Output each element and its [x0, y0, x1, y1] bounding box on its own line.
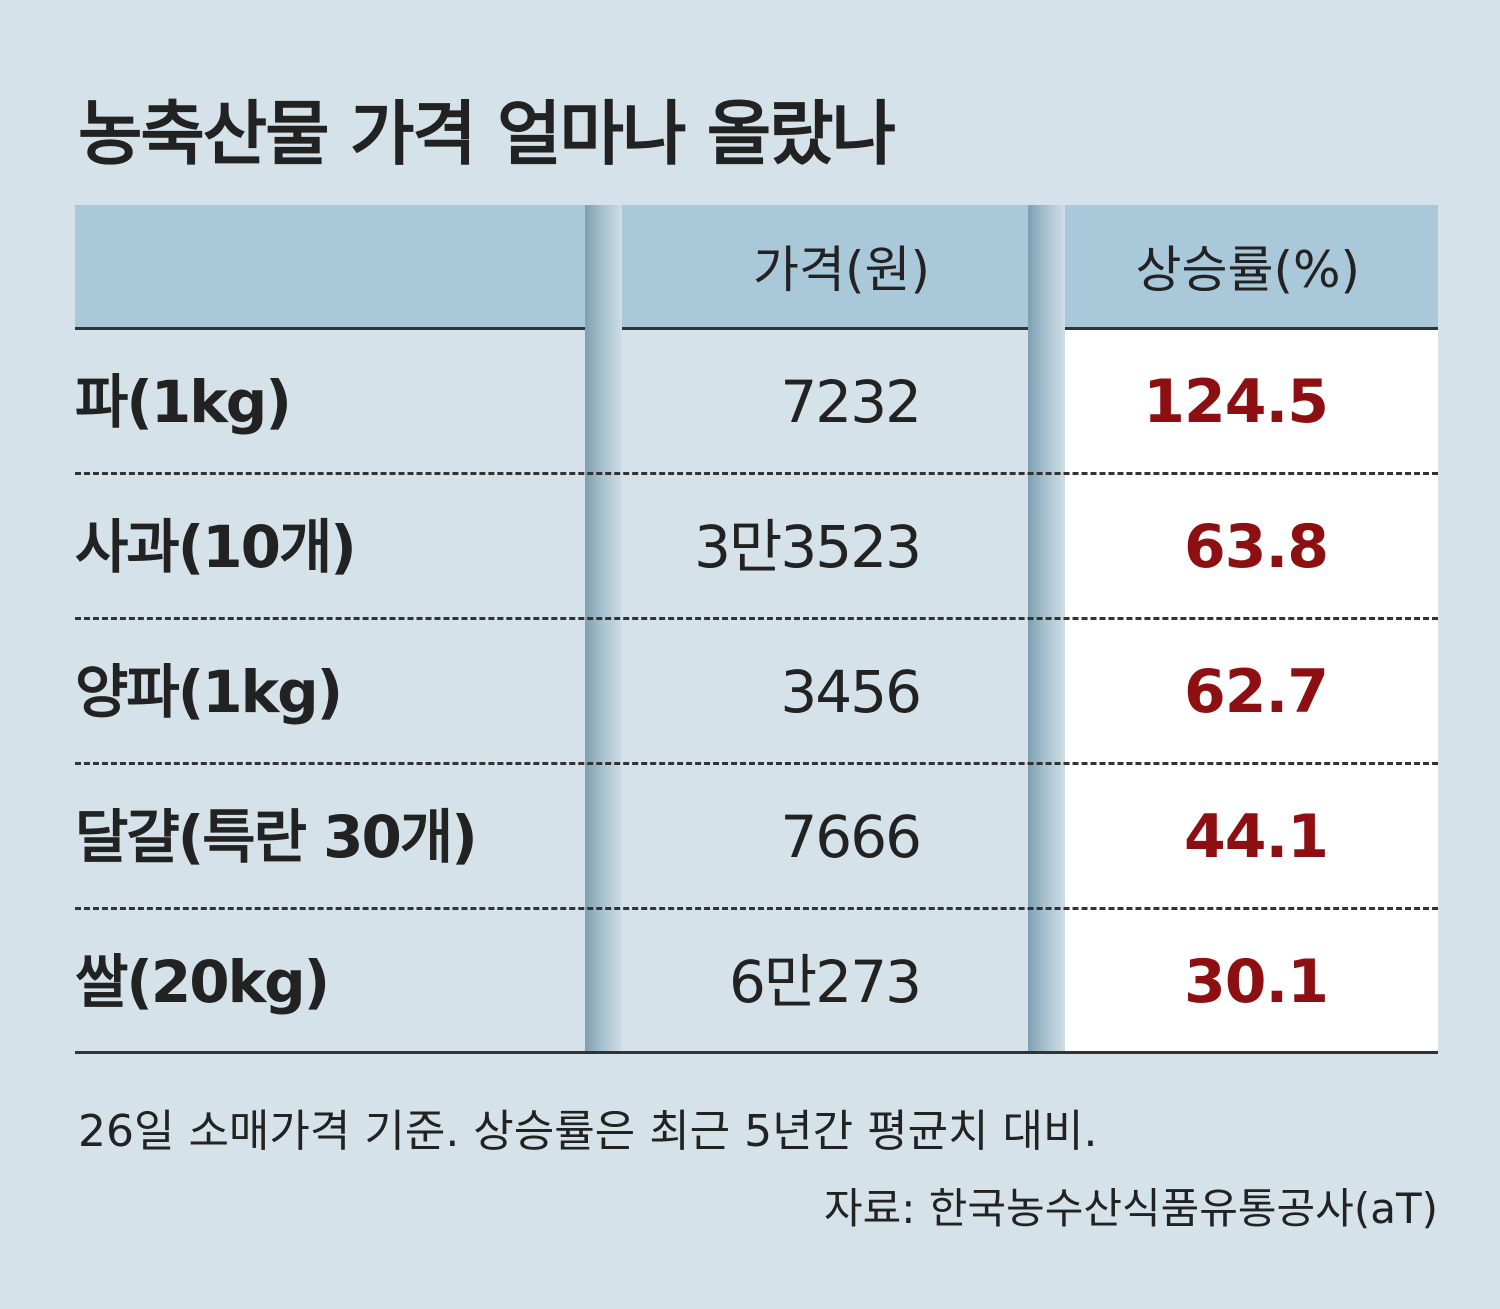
table-header	[75, 205, 1438, 330]
increase-rate: 44.1	[1183, 802, 1329, 872]
rate-column-background	[1065, 330, 1438, 1053]
increase-rate: 62.7	[1183, 657, 1329, 727]
price: 3456	[780, 658, 922, 726]
increase-rate: 63.8	[1183, 512, 1329, 582]
row-separator	[75, 472, 1438, 475]
increase-rate: 30.1	[1183, 947, 1329, 1017]
table-row: 쌀(20kg) 6만273 30.1	[75, 910, 1438, 1055]
item-label: 달걀(특란 30개)	[75, 803, 478, 871]
table-row: 사과(10개) 3만3523 63.8	[75, 475, 1438, 620]
column-divider	[585, 205, 622, 1053]
source: 자료: 한국농수산식품유통공사(aT)	[824, 1184, 1438, 1233]
item-label: 사과(10개)	[75, 513, 357, 581]
row-separator	[75, 617, 1438, 620]
row-separator	[75, 762, 1438, 765]
item-label: 파(1kg)	[75, 368, 292, 436]
item-label: 양파(1kg)	[75, 658, 343, 726]
item-label: 쌀(20kg)	[75, 948, 330, 1016]
table-row: 파(1kg) 7232 124.5	[75, 330, 1438, 475]
column-divider	[1028, 205, 1065, 1053]
table-row: 양파(1kg) 3456 62.7	[75, 620, 1438, 765]
price: 3만3523	[694, 513, 922, 581]
table-bottom-rule	[75, 1051, 1438, 1054]
column-header: 상승률(%)	[1135, 241, 1360, 299]
row-separator	[75, 907, 1438, 910]
price: 7666	[780, 803, 922, 871]
price: 6만273	[729, 948, 922, 1016]
table-row: 달걀(특란 30개) 7666 44.1	[75, 765, 1438, 910]
column-header: 가격(원)	[752, 241, 930, 299]
title: 농축산물 가격 얼마나 올랐나	[78, 93, 896, 175]
price: 7232	[780, 368, 922, 436]
note: 26일 소매가격 기준. 상승률은 최근 5년간 평균치 대비.	[78, 1106, 1098, 1157]
increase-rate: 124.5	[1143, 367, 1329, 437]
